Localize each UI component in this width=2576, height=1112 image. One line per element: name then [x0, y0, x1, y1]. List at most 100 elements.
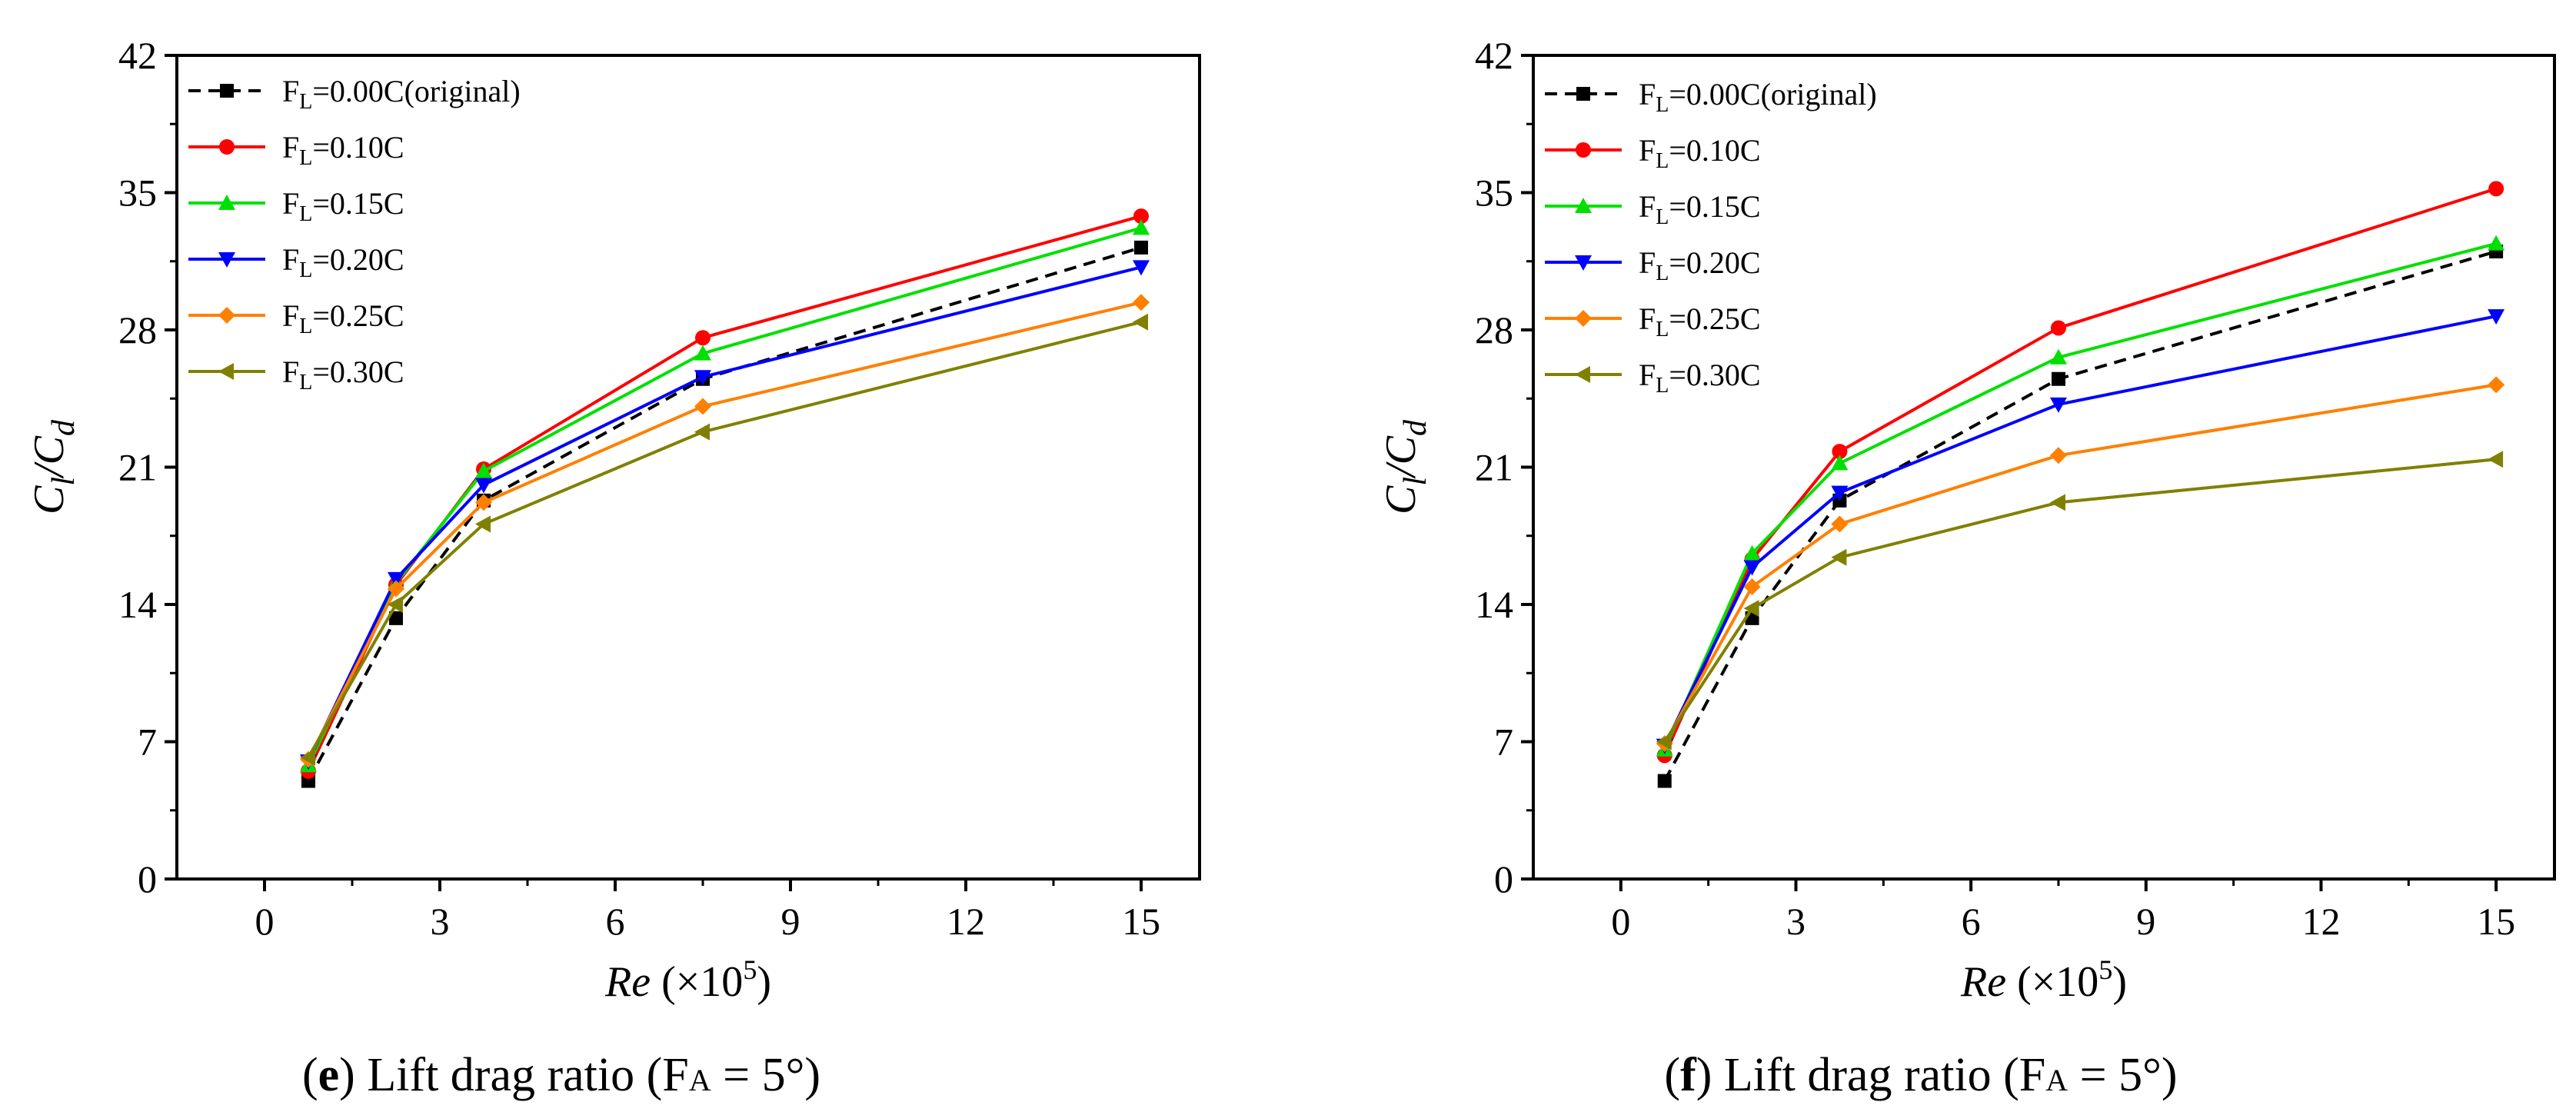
series-line-3 [1662, 315, 2497, 747]
legend-subscript: L [1656, 261, 1669, 285]
caption-open: ( [302, 1049, 318, 1101]
legend-marker [219, 139, 235, 155]
data-point [2488, 451, 2504, 468]
y-title-sub: l [46, 477, 82, 486]
legend-entry: FL=0.30C [1639, 358, 1761, 398]
legend-marker [218, 307, 235, 324]
y-title-main: C [1377, 485, 1425, 514]
legend-subscript: L [1656, 374, 1669, 398]
legend-marker [218, 363, 234, 380]
caption-letter: f [1680, 1049, 1697, 1101]
legend-label: 0.30C [1686, 358, 1761, 392]
data-point [1743, 600, 1759, 618]
data-point [388, 571, 404, 588]
data-point [475, 515, 491, 533]
data-point [1133, 208, 1149, 225]
y-tick-label: 21 [1475, 446, 1513, 489]
legend-equals: = [312, 298, 330, 333]
data-point [1743, 560, 1761, 576]
y-tick-label: 14 [1475, 583, 1513, 626]
data-point [1743, 544, 1761, 561]
caption-text: Lift drag ratio (F [1724, 1049, 2045, 1101]
data-point [2050, 320, 2066, 336]
caption-subscript: A [2045, 1063, 2068, 1097]
data-point [2051, 371, 2065, 386]
legend-subscript: L [299, 90, 312, 114]
data-point [1831, 454, 1849, 471]
x-tick-label: 12 [947, 900, 985, 943]
legend-subscript: L [299, 258, 312, 282]
legend-equals: = [1669, 189, 1686, 224]
x-tick-label: 3 [431, 900, 450, 943]
legend-label: 0.25C [330, 298, 404, 333]
legend-equals: = [1669, 358, 1686, 392]
y-tick-label: 21 [118, 446, 157, 489]
legend-marker [1576, 87, 1590, 101]
data-point [1657, 774, 1672, 788]
data-point [1831, 548, 1847, 566]
legend-equals: = [1669, 245, 1686, 280]
legend-label: 0.20C [1686, 245, 1761, 280]
legend: FL=0.00C(original)FL=0.10CFL=0.15CFL=0.2… [1545, 77, 1877, 398]
legend-prefix: F [1639, 77, 1656, 112]
x-title-unit: (×10 [651, 958, 743, 1006]
legend-subscript: L [1656, 149, 1669, 173]
data-point [475, 494, 492, 511]
legend-prefix: F [1639, 189, 1656, 224]
legend-label: 0.10C [330, 130, 404, 165]
data-point [1133, 260, 1150, 276]
legend-prefix: F [1639, 301, 1656, 336]
caption-text: Lift drag ratio (F [367, 1049, 688, 1101]
x-title-close: ) [757, 958, 771, 1006]
legend-label: 0.10C [1686, 133, 1761, 168]
series-line-4 [1662, 383, 2497, 745]
legend-entry: FL=0.15C [1639, 189, 1761, 229]
series-line-3 [307, 265, 1142, 762]
y-title-sub: l [1398, 477, 1433, 486]
caption-subscript: A [689, 1063, 711, 1097]
y-tick-label: 7 [138, 721, 157, 764]
legend-entry: FL=0.10C [282, 130, 404, 170]
caption-open: ( [1664, 1049, 1680, 1101]
y-tick-label: 28 [118, 308, 157, 351]
legend-entry: FL=0.20C [1639, 245, 1761, 285]
data-point [475, 478, 492, 494]
legend-entry: FL=0.30C [282, 355, 404, 395]
data-point [1133, 313, 1148, 331]
legend-marker [1575, 366, 1590, 383]
y-tick-label: 42 [1475, 34, 1513, 77]
legend-entry: FL=0.25C [282, 298, 404, 338]
x-title-var: Re [1960, 958, 2006, 1006]
x-tick-label: 6 [1962, 900, 1981, 943]
legend-entry: FL=0.20C [282, 242, 404, 282]
y-tick-label: 0 [1494, 857, 1513, 901]
data-point [2049, 397, 2067, 413]
legend-subscript: L [299, 371, 312, 395]
x-tick-label: 9 [2136, 900, 2155, 943]
data-point [2049, 447, 2067, 464]
y-tick-label: 0 [138, 857, 157, 901]
x-tick-label: 3 [1786, 900, 1806, 943]
legend-prefix: F [282, 298, 299, 333]
x-title-sup: 5 [2098, 954, 2112, 985]
caption-suffix: = 5°) [711, 1049, 820, 1101]
legend-equals: = [312, 130, 330, 165]
legend-equals: = [1669, 77, 1686, 112]
caption-close: ) [1696, 1049, 1724, 1101]
legend-marker [1575, 310, 1592, 327]
data-point [1656, 733, 1672, 751]
data-point [1831, 515, 1849, 533]
data-point [2049, 494, 2065, 511]
y-title-main: C [25, 485, 73, 514]
caption-suffix: = 5°) [2068, 1049, 2177, 1101]
legend-subscript: L [299, 146, 312, 170]
legend-prefix: F [1639, 245, 1656, 280]
y-title-sep: /C [25, 435, 73, 479]
legend-marker [1575, 255, 1592, 271]
x-tick-label: 0 [1611, 900, 1630, 943]
legend-entry: FL=0.25C [1639, 301, 1761, 341]
data-point [694, 423, 710, 441]
x-tick-label: 15 [2477, 900, 2515, 943]
